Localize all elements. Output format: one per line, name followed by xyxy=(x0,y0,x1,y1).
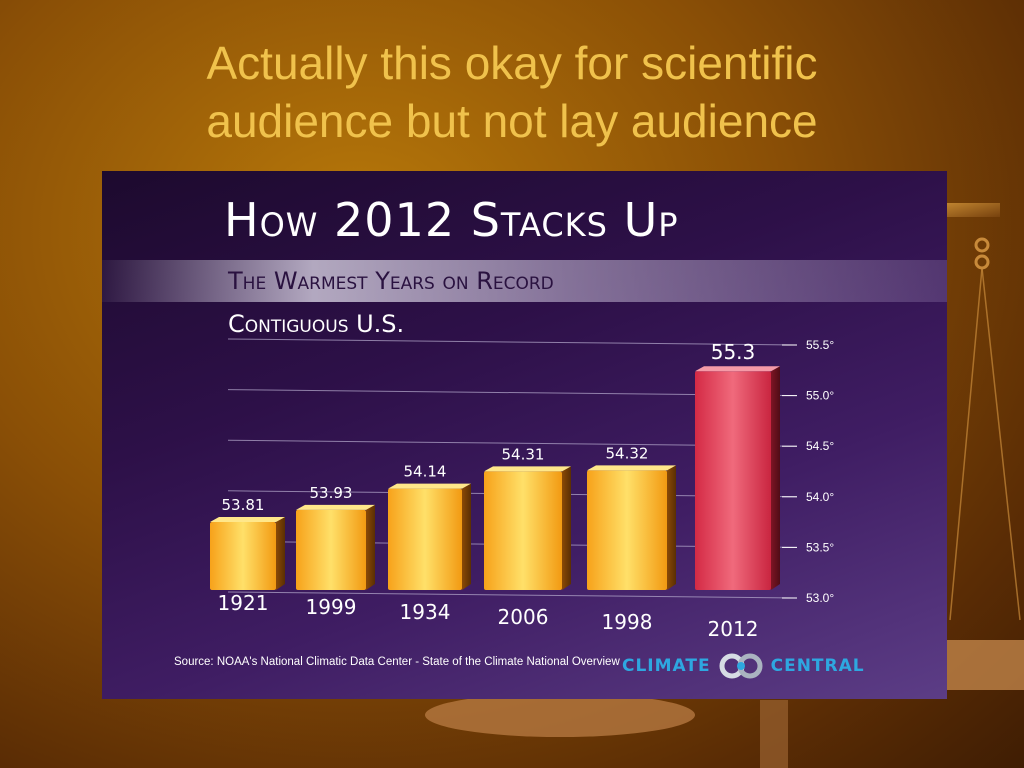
chart-panel: How 2012 Stacks Up The Warmest Years on … xyxy=(102,171,947,699)
bar-top-2012 xyxy=(695,366,780,372)
y-tick-label: 53.5° xyxy=(806,540,834,554)
bar-2012 xyxy=(695,371,771,590)
logo-text-left: CLIMATE xyxy=(622,656,711,676)
bar-2006 xyxy=(484,471,562,590)
y-tick-label: 54.0° xyxy=(806,490,834,504)
y-axis-tick-labels: 53.0° 53.5° 54.0° 54.5° 55.0° 55.5° xyxy=(806,338,834,605)
logo-rings-icon xyxy=(719,653,763,679)
y-tick-label: 53.0° xyxy=(806,591,834,605)
slide-title: Actually this okay for scientific audien… xyxy=(0,34,1024,150)
bar-1921 xyxy=(210,522,276,590)
x-tick-label-1934: 1934 xyxy=(400,600,451,624)
chart-region-label: Contiguous U.S. xyxy=(228,310,405,338)
source-note: Source: NOAA's National Climatic Data Ce… xyxy=(174,656,620,668)
x-tick-label-2012: 2012 xyxy=(708,617,759,641)
x-tick-label-1998: 1998 xyxy=(602,610,653,634)
data-label-2006: 54.31 xyxy=(502,445,545,463)
bar-1934 xyxy=(388,488,462,590)
x-tick-label-1921: 1921 xyxy=(218,591,269,615)
bar-1999 xyxy=(296,509,366,590)
bar-side-1921 xyxy=(276,517,285,590)
bar-top-1921 xyxy=(210,517,285,523)
chart-subtitle: The Warmest Years on Record xyxy=(228,267,554,295)
logo-text-right: CENTRAL xyxy=(770,656,865,676)
y-tick-label: 54.5° xyxy=(806,439,834,453)
y-tick-label: 55.0° xyxy=(806,389,834,403)
bar-1998 xyxy=(587,470,667,590)
gridline xyxy=(227,338,798,346)
bar-side-1934 xyxy=(462,483,471,590)
data-label-1934: 54.14 xyxy=(404,463,447,481)
gridline xyxy=(227,591,798,599)
bars xyxy=(210,366,780,590)
x-tick-label-1999: 1999 xyxy=(306,595,357,619)
bar-top-1934 xyxy=(388,483,471,489)
bar-side-1999 xyxy=(366,504,375,590)
x-axis-tick-labels: 1921 1999 1934 2006 1998 2012 xyxy=(218,591,759,641)
bar-top-1999 xyxy=(296,504,375,510)
y-tick-label: 55.5° xyxy=(806,338,834,352)
climate-central-logo: CLIMATE CENTRAL xyxy=(622,651,872,681)
bar-side-2012 xyxy=(771,366,780,590)
bar-side-1998 xyxy=(667,465,676,590)
data-labels: 53.81 53.93 54.14 54.31 54.32 55.3 xyxy=(222,340,756,514)
data-label-1921: 53.81 xyxy=(222,496,265,514)
chart-title: How 2012 Stacks Up xyxy=(224,193,679,247)
x-tick-label-2006: 2006 xyxy=(498,605,549,629)
data-label-1999: 53.93 xyxy=(310,484,353,502)
bar-top-1998 xyxy=(587,465,676,471)
slide-title-line-2: audience but not lay audience xyxy=(206,95,818,147)
data-label-1998: 54.32 xyxy=(606,444,649,462)
data-label-2012: 55.3 xyxy=(711,340,756,364)
subtitle-band xyxy=(102,260,947,302)
slide-title-line-1: Actually this okay for scientific xyxy=(206,37,818,89)
bar-top-2006 xyxy=(484,466,571,472)
bar-side-2006 xyxy=(562,466,571,590)
